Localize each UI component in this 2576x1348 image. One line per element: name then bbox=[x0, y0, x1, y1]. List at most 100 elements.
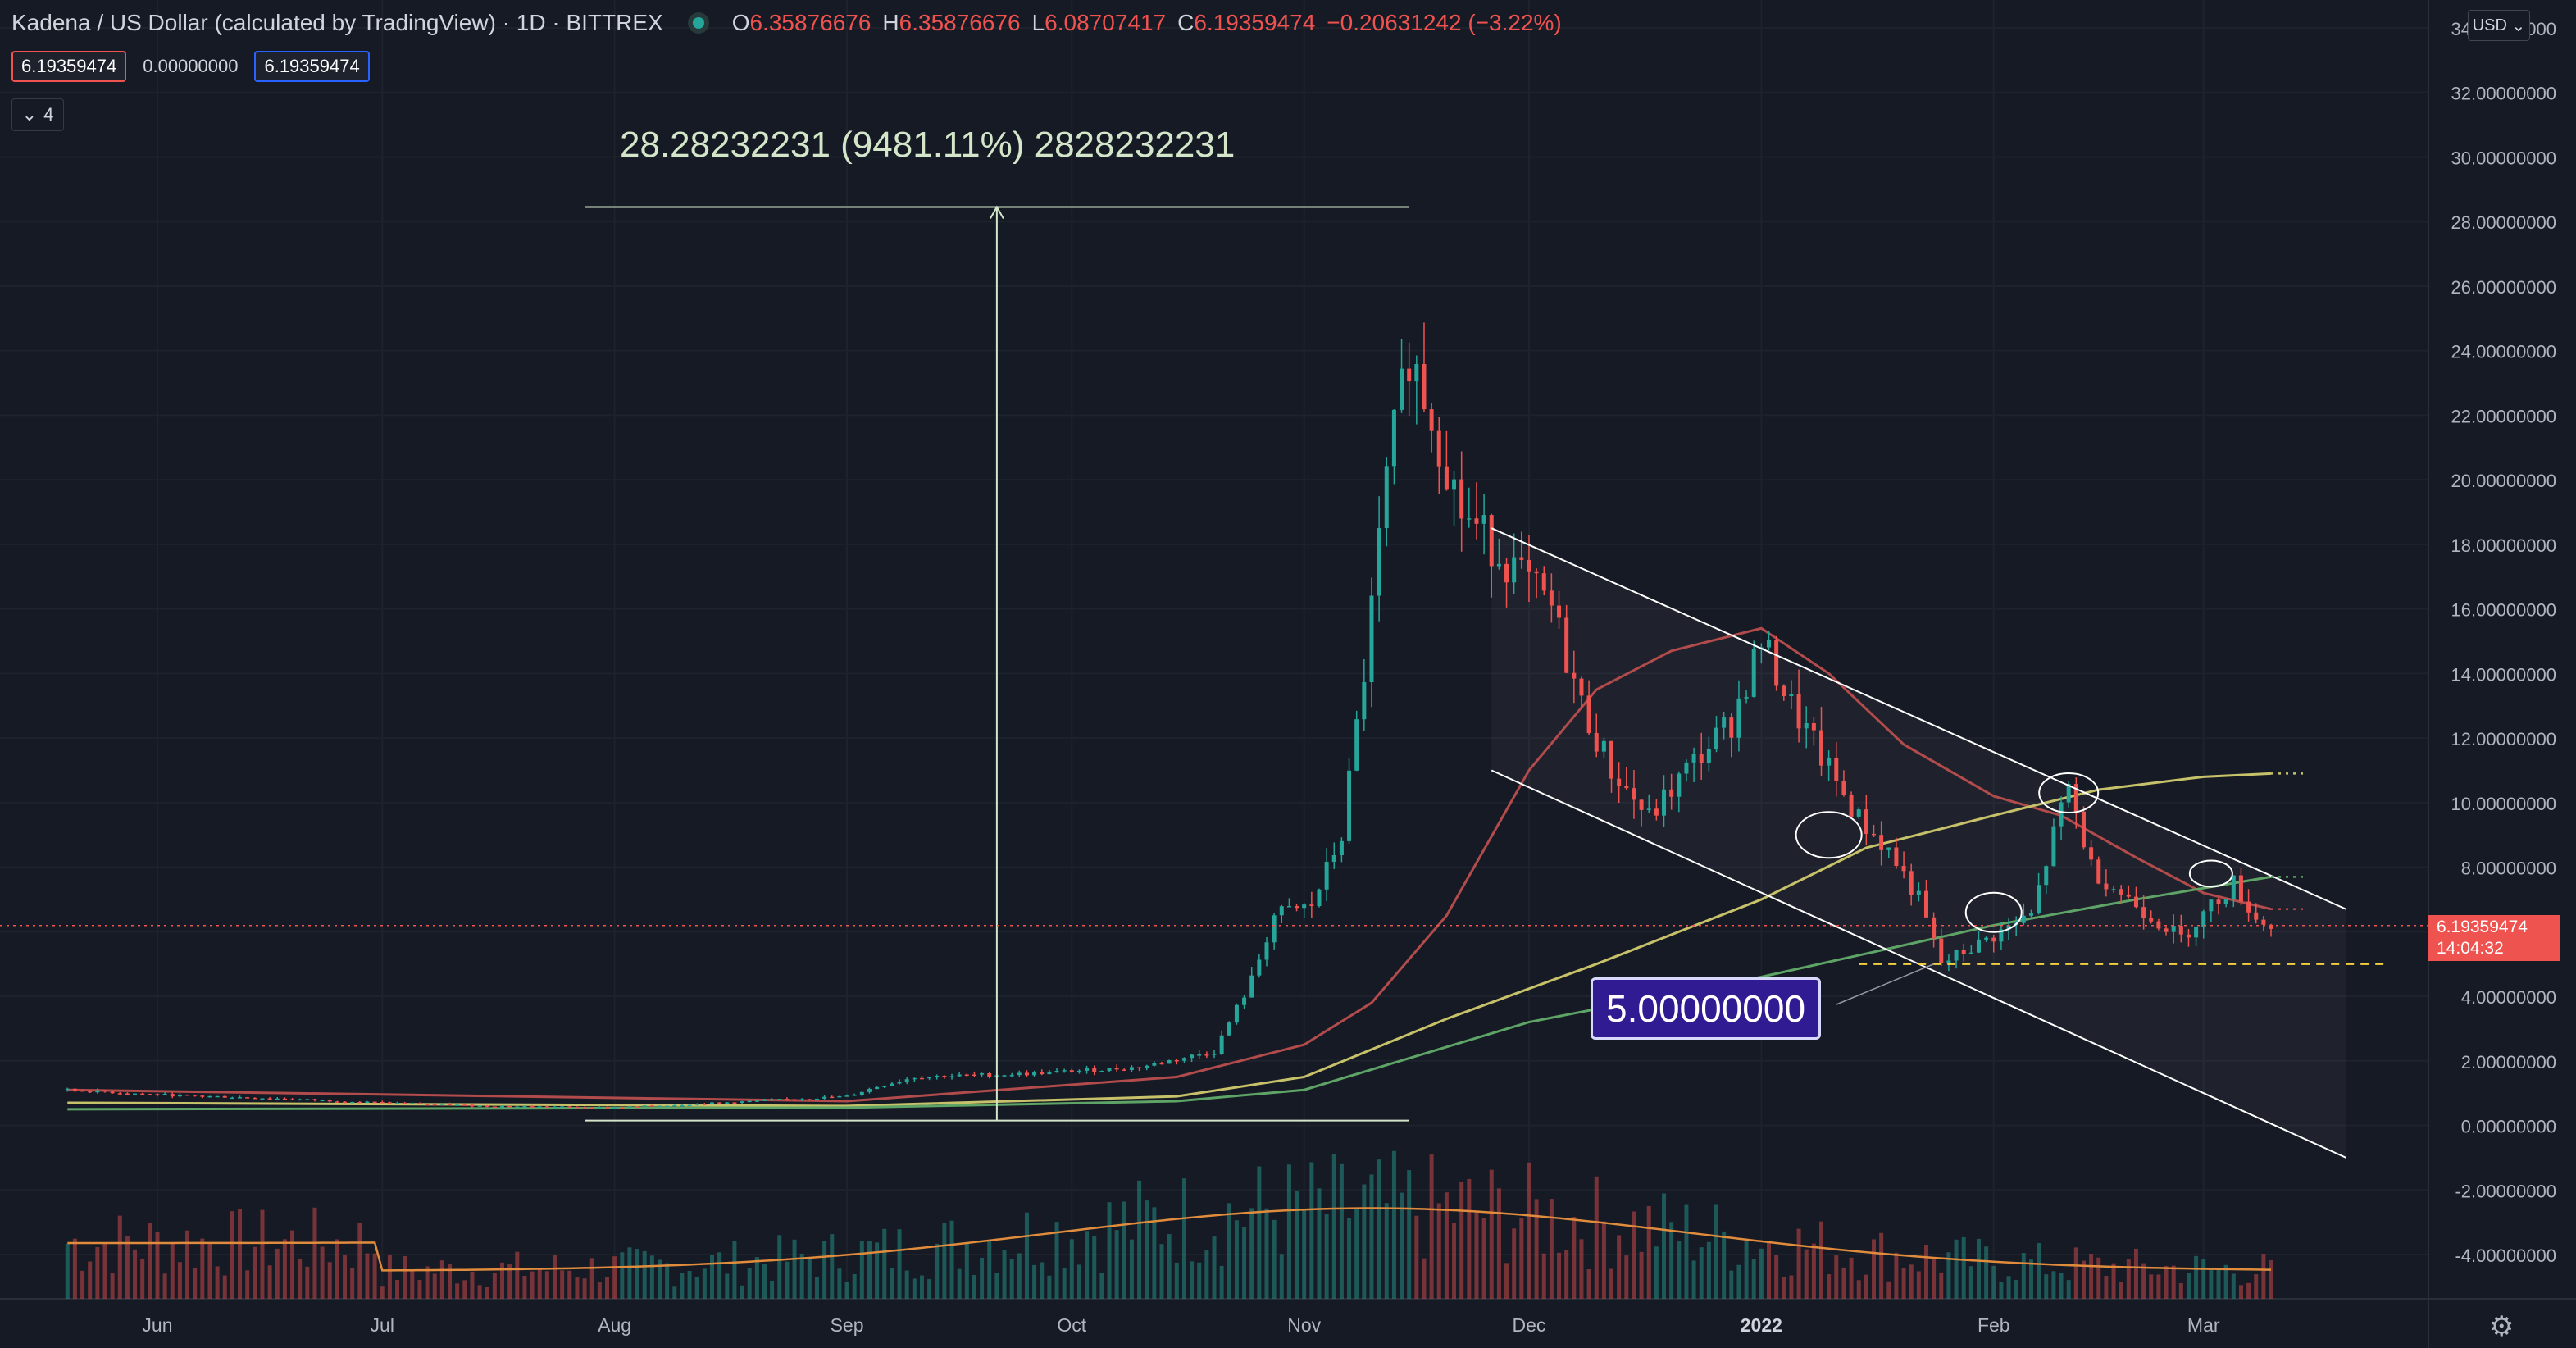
y-tick-label: 8.00000000 bbox=[2461, 858, 2556, 879]
candle-body bbox=[1272, 915, 1277, 943]
candle-body bbox=[1923, 890, 1928, 918]
volume-bar bbox=[140, 1258, 145, 1299]
volume-bar bbox=[709, 1255, 714, 1299]
candle-body bbox=[553, 1106, 558, 1109]
volume-bar bbox=[365, 1253, 370, 1299]
candle-body bbox=[1279, 906, 1284, 916]
candle-body bbox=[1002, 1075, 1007, 1077]
volume-bar bbox=[417, 1280, 422, 1299]
volume-bar bbox=[1639, 1251, 1644, 1299]
volume-bar bbox=[193, 1268, 198, 1299]
volume-bar bbox=[605, 1277, 609, 1299]
volume-bar bbox=[1212, 1236, 1217, 1299]
candle-body bbox=[567, 1106, 572, 1108]
candle-body bbox=[162, 1094, 167, 1095]
volume-bar bbox=[1564, 1250, 1569, 1299]
candle-body bbox=[1946, 960, 1951, 963]
candle-body bbox=[177, 1094, 182, 1097]
volume-bar bbox=[1137, 1180, 1142, 1299]
candle-body bbox=[1317, 889, 1322, 906]
candle-body bbox=[102, 1090, 107, 1092]
volume-bar bbox=[1436, 1203, 1441, 1299]
volume-bar bbox=[807, 1259, 812, 1299]
volume-bar bbox=[927, 1279, 932, 1299]
candle-body bbox=[140, 1093, 145, 1095]
volume-bar bbox=[2104, 1276, 2109, 1299]
candle-body bbox=[1984, 937, 1989, 940]
volume-bar bbox=[1317, 1188, 1322, 1299]
currency-button[interactable]: USD ⌄ bbox=[2468, 10, 2530, 41]
candle-body bbox=[1849, 795, 1854, 817]
candle-body bbox=[230, 1097, 234, 1100]
volume-bar bbox=[2178, 1283, 2183, 1299]
candle-body bbox=[1062, 1070, 1067, 1072]
candle-body bbox=[1032, 1072, 1037, 1076]
candle-body bbox=[1968, 952, 1973, 954]
volume-bar bbox=[1609, 1268, 1614, 1299]
volume-bar bbox=[822, 1241, 827, 1299]
candle-body bbox=[1347, 770, 1352, 841]
y-tick-label: 10.00000000 bbox=[2451, 794, 2556, 814]
volume-bar bbox=[987, 1241, 992, 1299]
volume-bar bbox=[1886, 1281, 1891, 1299]
volume-bar bbox=[1541, 1253, 1546, 1299]
candle-body bbox=[1594, 732, 1599, 752]
volume-bar bbox=[200, 1238, 205, 1299]
volume-bar bbox=[2006, 1276, 2011, 1299]
candle-body bbox=[492, 1106, 497, 1109]
volume-bar bbox=[1714, 1204, 1719, 1299]
candle-body bbox=[2111, 889, 2116, 890]
candle-body bbox=[620, 1107, 625, 1109]
candle-body bbox=[1459, 479, 1464, 519]
support-callout[interactable]: 5.00000000 bbox=[1591, 977, 1822, 1040]
candle-body bbox=[1085, 1068, 1090, 1071]
volume-bar bbox=[1909, 1264, 1914, 1299]
volume-bar bbox=[2209, 1268, 2214, 1299]
candle-body bbox=[1407, 368, 1412, 382]
candle-body bbox=[1646, 808, 1651, 810]
volume-bar bbox=[238, 1209, 243, 1299]
candle-body bbox=[807, 1099, 812, 1100]
candle-body bbox=[372, 1101, 377, 1104]
candle-body bbox=[1197, 1054, 1202, 1056]
y-tick-label: 16.00000000 bbox=[2451, 600, 2556, 621]
chart-legend: Kadena / US Dollar (calculated by Tradin… bbox=[11, 10, 1562, 36]
volume-bar bbox=[477, 1285, 482, 1299]
candle-body bbox=[544, 1106, 549, 1108]
candle-body bbox=[1894, 847, 1899, 867]
candle-body bbox=[1122, 1069, 1126, 1071]
candle-body bbox=[875, 1086, 880, 1090]
volume-bar bbox=[515, 1251, 520, 1299]
chevron-down-icon: ⌄ bbox=[21, 104, 38, 125]
volume-bar bbox=[350, 1268, 355, 1299]
candle-body bbox=[448, 1104, 453, 1106]
candle-body bbox=[88, 1091, 93, 1093]
settings-gear-icon[interactable]: ⚙ bbox=[2489, 1311, 2515, 1342]
volume-bar bbox=[2164, 1265, 2169, 1299]
candle-body bbox=[822, 1096, 827, 1099]
volume-bar bbox=[387, 1255, 392, 1299]
candle-body bbox=[1137, 1067, 1142, 1069]
volume-bar bbox=[1204, 1250, 1209, 1299]
candle-body bbox=[762, 1100, 767, 1101]
candle-body bbox=[1534, 571, 1539, 574]
volume-bar bbox=[919, 1275, 924, 1299]
volume-bar bbox=[2246, 1282, 2251, 1299]
volume-bar bbox=[627, 1247, 632, 1299]
volume-bars bbox=[65, 1150, 2273, 1299]
candle-body bbox=[1422, 363, 1427, 410]
volume-bar bbox=[1871, 1239, 1876, 1299]
candle-body bbox=[2119, 889, 2123, 895]
indicators-collapse-button[interactable]: ⌄ 4 bbox=[11, 98, 64, 131]
candle-body bbox=[2171, 926, 2176, 932]
volume-bar bbox=[1174, 1262, 1179, 1299]
candle-body bbox=[2186, 934, 2191, 938]
candle-body bbox=[267, 1098, 272, 1100]
volume-bar bbox=[694, 1277, 699, 1299]
volume-bar bbox=[1032, 1264, 1037, 1299]
candle-body bbox=[1691, 754, 1696, 763]
candle-body bbox=[1669, 789, 1674, 797]
volume-bar bbox=[1549, 1199, 1554, 1299]
candle-body bbox=[439, 1104, 444, 1105]
